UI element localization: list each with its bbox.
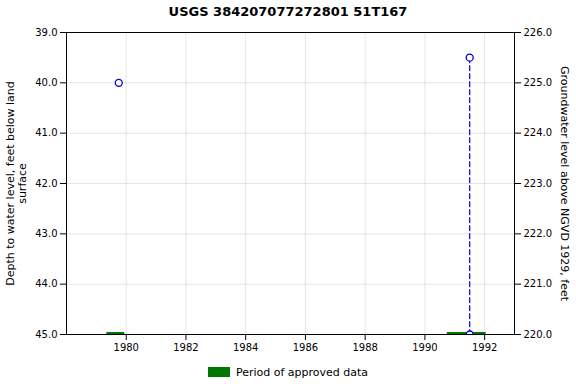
svg-text:Depth to water level, feet bel: Depth to water level, feet below landsur… xyxy=(4,81,29,286)
svg-text:1992: 1992 xyxy=(472,342,497,353)
html-text:USGS 384207077272801 51T167: USGS 384207077272801 51T167 xyxy=(168,4,408,19)
svg-text:222.0: 222.0 xyxy=(524,228,553,239)
svg-text:225.0: 225.0 xyxy=(524,77,553,88)
svg-text:39.0: 39.0 xyxy=(35,27,57,38)
svg-text:44.0: 44.0 xyxy=(35,278,57,289)
html-text:Period of approved data: Period of approved data xyxy=(235,365,369,379)
svg-text:1982: 1982 xyxy=(173,342,198,353)
svg-text:1986: 1986 xyxy=(293,342,318,353)
svg-text:1988: 1988 xyxy=(352,342,377,353)
svg-text:226.0: 226.0 xyxy=(524,27,553,38)
svg-text:224.0: 224.0 xyxy=(524,127,553,138)
svg-text:1980: 1980 xyxy=(114,342,139,353)
svg-text:1990: 1990 xyxy=(412,342,437,353)
svg-text:45.0: 45.0 xyxy=(35,329,57,340)
svg-text:223.0: 223.0 xyxy=(524,178,553,189)
svg-text:Groundwater level above NGVD 1: Groundwater level above NGVD 1929, feet xyxy=(558,66,571,302)
svg-text:43.0: 43.0 xyxy=(35,228,57,239)
svg-text:1984: 1984 xyxy=(233,342,258,353)
svg-text:42.0: 42.0 xyxy=(35,178,57,189)
svg-text:40.0: 40.0 xyxy=(35,77,57,88)
svg-text:220.0: 220.0 xyxy=(524,329,553,340)
svg-text:221.0: 221.0 xyxy=(524,278,553,289)
svg-text:41.0: 41.0 xyxy=(35,127,57,138)
